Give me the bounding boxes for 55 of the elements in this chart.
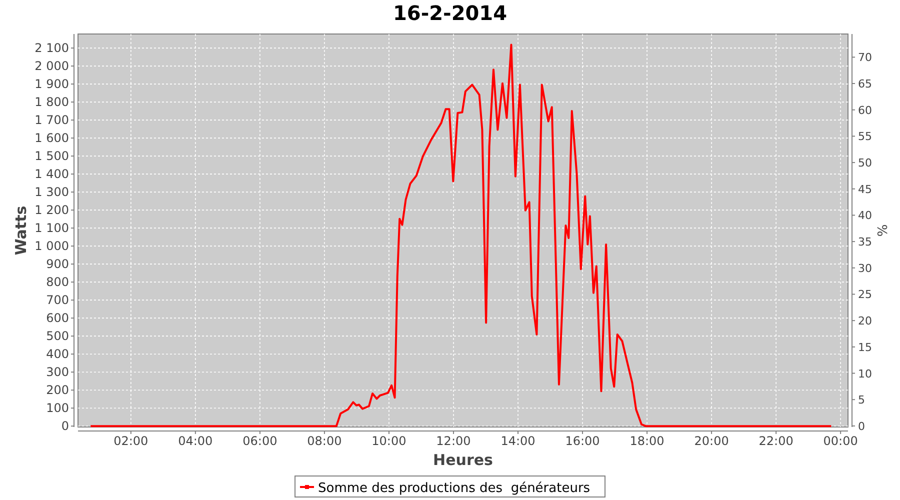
y-tick-label: 2 100 bbox=[34, 41, 69, 56]
y-tick-label: 1 300 bbox=[34, 185, 69, 200]
y-tick-label: 900 bbox=[46, 257, 69, 272]
y2-tick-label: 70 bbox=[858, 51, 872, 64]
x-tick-label: 20:00 bbox=[694, 434, 729, 448]
x-tick-label: 02:00 bbox=[114, 434, 148, 448]
y-tick-label: 1 700 bbox=[34, 113, 69, 128]
x-tick-label: 12:00 bbox=[436, 434, 471, 448]
y2-tick-label: 10 bbox=[858, 367, 872, 380]
x-tick-label: 08:00 bbox=[307, 434, 342, 448]
x-tick-label: 06:00 bbox=[242, 434, 278, 448]
x-tick-label: 18:00 bbox=[630, 434, 664, 448]
x-tick-label: 22:00 bbox=[758, 434, 794, 448]
y2-tick-label: 5 bbox=[858, 394, 865, 407]
y-tick-label: 1 800 bbox=[34, 95, 69, 110]
x-tick-label: 00:00 bbox=[823, 434, 858, 448]
y-tick-label: 1 400 bbox=[34, 167, 69, 182]
line-series bbox=[90, 44, 832, 428]
y2-tick-label: 55 bbox=[858, 130, 872, 144]
y-tick-label: 0 bbox=[61, 419, 69, 434]
y-tick-label: 1 600 bbox=[34, 131, 69, 146]
y-tick-label: 1 500 bbox=[34, 149, 69, 164]
y-tick-label: 700 bbox=[46, 293, 69, 308]
y2-axis-title: % bbox=[876, 224, 891, 237]
y2-tick-label: 0 bbox=[858, 420, 865, 433]
x-tick-label: 10:00 bbox=[372, 434, 406, 448]
y-tick-label: 2 000 bbox=[34, 59, 69, 74]
x-tick-label: 16:00 bbox=[565, 434, 600, 448]
chart-title: 16-2-2014 bbox=[392, 1, 508, 25]
y-tick-label: 200 bbox=[46, 383, 69, 398]
y-tick-label: 300 bbox=[46, 365, 69, 380]
y-tick-label: 600 bbox=[46, 311, 69, 326]
y2-tick-label: 20 bbox=[858, 314, 872, 328]
y-tick-label: 1 100 bbox=[34, 221, 69, 236]
y2-tick-label: 25 bbox=[858, 288, 872, 302]
y-tick-label: 1 000 bbox=[34, 239, 69, 254]
legend-label: Somme des productions des générateurs bbox=[318, 481, 590, 496]
y2-tick-label: 50 bbox=[858, 156, 872, 170]
x-tick-label: 14:00 bbox=[500, 434, 536, 448]
y-tick-label: 1 900 bbox=[34, 77, 69, 92]
y-tick-label: 800 bbox=[46, 275, 69, 290]
y-tick-label: 400 bbox=[46, 347, 69, 362]
x-tick-label: 04:00 bbox=[178, 434, 213, 448]
y2-tick-label: 35 bbox=[858, 236, 872, 249]
y2-tick-label: 30 bbox=[858, 262, 872, 275]
y-tick-label: 1 200 bbox=[34, 203, 69, 218]
y2-tick-label: 45 bbox=[858, 182, 872, 196]
y2-tick-label: 65 bbox=[858, 78, 872, 91]
y-axis-title: Watts bbox=[12, 206, 30, 256]
y2-tick-label: 15 bbox=[858, 340, 872, 354]
y-tick-label: 500 bbox=[46, 329, 69, 344]
y2-tick-label: 40 bbox=[858, 209, 872, 222]
y-tick-label: 100 bbox=[46, 401, 69, 416]
x-axis-title: Heures bbox=[433, 451, 494, 469]
y2-tick-label: 60 bbox=[858, 104, 872, 117]
